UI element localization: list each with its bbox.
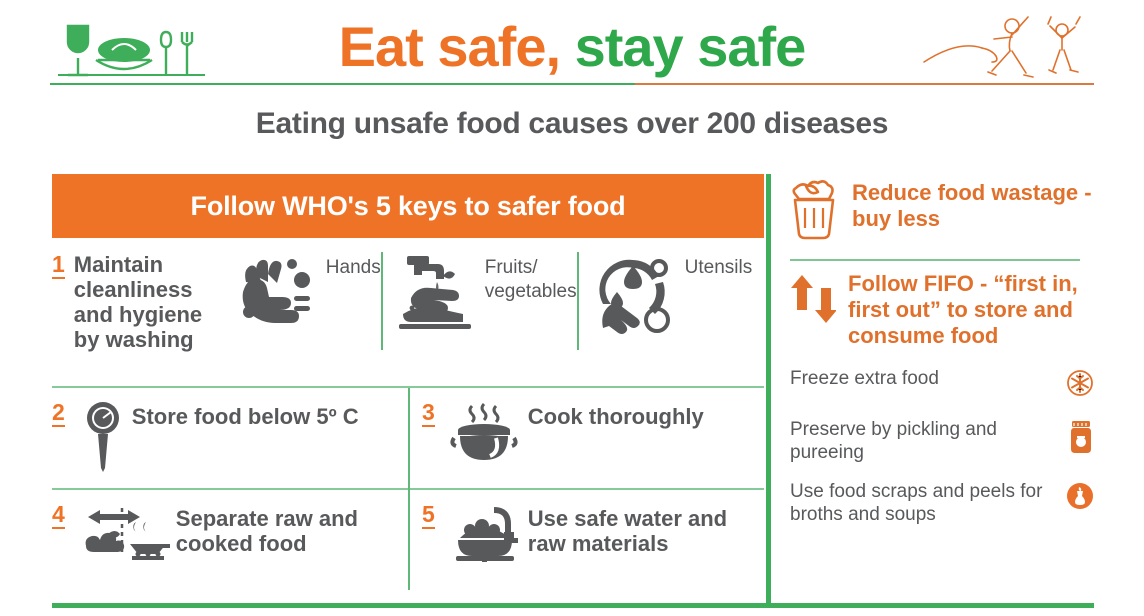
five-keys-banner-label: Follow WHO's 5 keys to safer food (190, 190, 626, 221)
keys-divider-2 (52, 488, 408, 490)
key-4-label: Separate raw and cooked food (175, 506, 358, 556)
key-3-label: Cook thoroughly (527, 404, 704, 429)
page-title: Eat safe, stay safe (0, 16, 1144, 78)
washing-vegetables-tap-icon (397, 252, 477, 349)
snowflake-icon (1066, 367, 1094, 402)
key-5-number: 5 (422, 502, 435, 530)
glass-plate-cutlery-icon (50, 20, 210, 82)
key-5-label: Use safe water and raw materials (527, 506, 728, 556)
header-divider-green (50, 83, 635, 85)
keys-divider-3 (410, 488, 764, 490)
key-4-number: 4 (52, 502, 65, 530)
preserve-jar-icon (1068, 418, 1094, 459)
tip-reduce-wastage-text: Reduce food wastage - buy less (852, 180, 1092, 231)
key-5-row: 5 (410, 490, 764, 590)
five-keys-panel: Follow WHO's 5 keys to safer food 1 Main… (52, 174, 764, 602)
storage-tip-text: Use food scraps and peels for broths and… (790, 481, 1043, 525)
washing-hands-icon (240, 252, 318, 343)
washing-utensils-icon (593, 252, 677, 347)
vertical-divider (766, 174, 771, 606)
tip-fifo: Follow FIFO - “first in, first out” to s… (790, 271, 1094, 359)
key-1-subitem-hands: Hands (226, 252, 381, 350)
trash-bin-food-icon (790, 180, 840, 245)
key-1-subitem-label: Utensils (684, 257, 753, 278)
key-1-number: 1 (52, 252, 65, 280)
key-2-row: 2 S (52, 388, 408, 488)
five-keys-banner: Follow WHO's 5 keys to safer food (52, 174, 764, 238)
keys-col-left: 2 S (52, 388, 408, 590)
key-3-row: 3 (410, 388, 764, 488)
storage-tip-scraps: Use food scraps and peels for broths and… (790, 480, 1094, 526)
tip-divider (790, 259, 1080, 261)
key-2-number: 2 (52, 400, 65, 428)
storage-tip-freeze: Freeze extra food (790, 367, 1094, 402)
storage-tip-text: Freeze extra food (790, 368, 939, 389)
header-divider-orange (634, 83, 1094, 85)
body-area: Follow WHO's 5 keys to safer food 1 Main… (0, 170, 1144, 610)
title-part-green: stay safe (574, 15, 807, 78)
tip-fifo-text: Follow FIFO - “first in, first out” to s… (848, 271, 1078, 348)
food-scraps-icon (1066, 480, 1094, 515)
keys-row-2-3: 2 S (52, 388, 764, 590)
key-4-row: 4 (52, 490, 408, 590)
key-2-label: Store food below 5º C (131, 404, 359, 429)
keys-col-right: 3 (408, 388, 764, 590)
title-part-orange: Eat safe, (338, 15, 561, 78)
food-waste-panel: Reduce food wastage - buy less Follow FI… (790, 180, 1094, 542)
steaming-pot-icon (450, 400, 522, 471)
separate-raw-cooked-icon (80, 502, 172, 569)
header: Eat safe, stay safe (0, 0, 1144, 100)
key-1-row: 1 Maintain cleanliness and hygiene by wa… (52, 238, 764, 386)
header-divider (50, 83, 1094, 86)
key-1-label: Maintain cleanliness and hygiene by wash… (73, 252, 203, 352)
dancing-people-icon (920, 6, 1100, 86)
thermometer-gauge-icon (80, 400, 126, 479)
key-1-subitem-fruits: Fruits/ vegetables (380, 252, 577, 350)
storage-tip-text: Preserve by pickling and pureeing (790, 419, 997, 463)
key-1-subitem-utensils: Utensils (576, 252, 753, 350)
key-1-subitem-label: Fruits/ vegetables (484, 257, 577, 302)
subtitle: Eating unsafe food causes over 200 disea… (255, 107, 889, 140)
up-down-arrows-icon (790, 271, 837, 332)
tip-reduce-wastage: Reduce food wastage - buy less (790, 180, 1094, 255)
key-1-subitem-label: Hands (325, 257, 381, 278)
washing-produce-tap-icon (450, 502, 522, 573)
key-3-number: 3 (422, 400, 435, 428)
storage-tip-preserve: Preserve by pickling and pureeing (790, 418, 1094, 464)
storage-tips-list: Freeze extra food Preserve by pickling a… (790, 367, 1094, 526)
keys-divider-1 (52, 386, 764, 388)
bottom-divider (52, 603, 1094, 608)
